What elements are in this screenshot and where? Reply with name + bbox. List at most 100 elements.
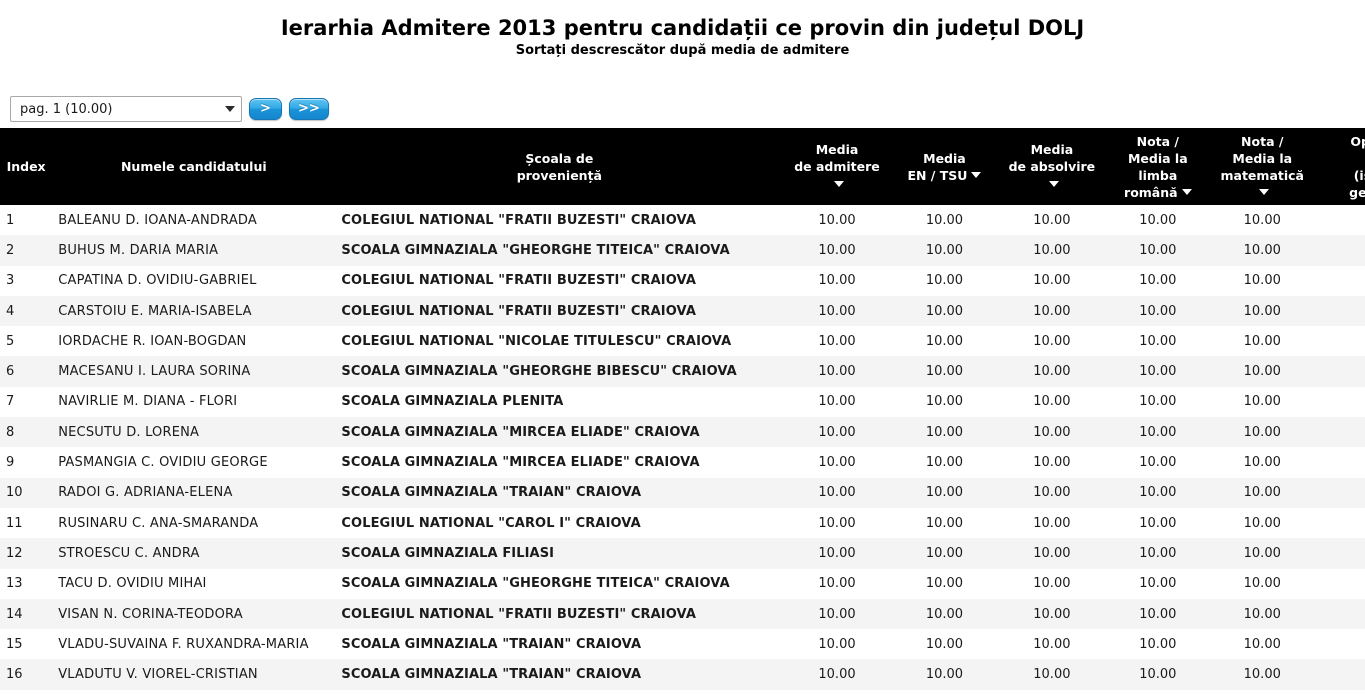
cell-media-admitere: 10.00 <box>818 212 856 228</box>
cell-name: NECSUTU D. LORENA <box>58 424 200 440</box>
column-header-media-absolvire[interactable]: Media de absolvire <box>998 128 1105 205</box>
table-row: 15 VLADU-SUVAINA F. RUXANDRA-MARIA SCOALA … <box>0 629 1365 660</box>
cell-school[interactable]: SCOALA GIMNAZIALA "GHEORGHE TITEICA" CRA… <box>341 576 730 592</box>
cell-school[interactable]: SCOALA GIMNAZIALA PLENITA <box>341 394 564 410</box>
page-select[interactable]: pag. 1 (10.00) <box>10 96 242 122</box>
table-row: 16 VLADUTU V. VIOREL-CRISTIAN SCOALA GIMNA… <box>0 659 1365 690</box>
sort-desc-icon[interactable] <box>971 172 982 178</box>
sort-desc-icon[interactable] <box>1181 189 1192 195</box>
column-header-nota-matematica[interactable]: Nota / Media la matematică <box>1210 128 1314 205</box>
cell-nota-matematica: 10.00 <box>1243 545 1281 561</box>
cell-media-admitere: 10.00 <box>818 273 856 289</box>
cell-school[interactable]: SCOALA GIMNAZIALA "TRAIAN" CRAIOVA <box>341 485 642 501</box>
column-header-name-label: Numele candidatului <box>120 159 267 174</box>
cell-school[interactable]: SCOALA GIMNAZIALA "MIRCEA ELIADE" CRAIOV… <box>341 455 700 471</box>
cell-nota-matematica: 10.00 <box>1243 212 1281 228</box>
cell-nota-matematica: 10.00 <box>1243 273 1281 289</box>
cell-name: RADOI G. ADRIANA-ELENA <box>58 485 233 501</box>
cell-optiunea-3: - <box>1314 508 1365 538</box>
cell-name: VLADU-SUVAINA F. RUXANDRA-MARIA <box>58 636 309 652</box>
cell-media-en-tsu: 10.00 <box>925 515 964 531</box>
cell-nota-limba-romana: 10.00 <box>1139 485 1177 501</box>
cell-nota-limba-romana: 10.00 <box>1139 455 1177 471</box>
cell-name: CARSTOIU E. MARIA-ISABELA <box>58 303 252 319</box>
table-row: 6 MACESANU I. LAURA SORINA SCOALA GIMNAZIA… <box>0 356 1365 387</box>
cell-media-en-tsu: 10.00 <box>925 242 964 258</box>
cell-optiunea-3: - <box>1314 599 1365 629</box>
cell-optiunea-3: - <box>1314 447 1365 477</box>
cell-index: 2 <box>6 242 15 258</box>
column-header-nota-limba-romana[interactable]: Nota / Media la limba română <box>1106 128 1210 205</box>
last-page-button[interactable]: >> <box>289 98 329 120</box>
cell-school[interactable]: SCOALA GIMNAZIALA "TRAIAN" CRAIOVA <box>341 667 642 683</box>
cell-media-en-tsu: 10.00 <box>925 333 964 349</box>
page-select-value: pag. 1 (10.00) <box>20 101 113 117</box>
chevron-down-icon <box>225 106 235 112</box>
cell-school[interactable]: SCOALA GIMNAZIALA "GHEORGHE BIBESCU" CRA… <box>341 364 737 380</box>
cell-school[interactable]: SCOALA GIMNAZIALA "GHEORGHE TITEICA" CRA… <box>341 242 730 258</box>
cell-nota-limba-romana: 10.00 <box>1139 576 1177 592</box>
cell-school[interactable]: COLEGIUL NATIONAL "CAROL I" CRAIOVA <box>341 515 641 531</box>
cell-optiunea-3: - <box>1314 478 1365 508</box>
column-header-media-en-tsu[interactable]: Media EN / TSU <box>891 128 998 205</box>
column-header-optiunea-3[interactable]: Opțiu 3 (isto geogr <box>1314 128 1365 205</box>
table-row: 3 CAPATINA D. OVIDIU-GABRIEL COLEGIUL NATI… <box>0 265 1365 296</box>
cell-media-en-tsu: 10.00 <box>925 576 964 592</box>
cell-media-en-tsu: 10.00 <box>925 485 964 501</box>
cell-name: RUSINARU C. ANA-SMARANDA <box>58 515 259 531</box>
cell-optiunea-3: - <box>1314 296 1365 326</box>
sort-desc-icon[interactable] <box>1048 180 1059 187</box>
cell-school[interactable]: COLEGIUL NATIONAL "NICOLAE TITULESCU" CR… <box>341 333 732 349</box>
cell-index: 1 <box>6 212 15 228</box>
column-header-media-admitere[interactable]: Media de admitere <box>783 128 890 205</box>
cell-school[interactable]: COLEGIUL NATIONAL "FRATII BUZESTI" CRAIO… <box>341 303 696 319</box>
column-header-school-line2: proveniență <box>516 167 602 183</box>
cell-nota-limba-romana: 10.00 <box>1139 515 1177 531</box>
cell-school[interactable]: SCOALA GIMNAZIALA FILIASI <box>341 545 555 561</box>
cell-media-absolvire: 10.00 <box>1033 515 1071 531</box>
cell-index: 11 <box>6 515 23 531</box>
cell-media-admitere: 10.00 <box>818 242 856 258</box>
cell-index: 8 <box>6 424 15 440</box>
cell-nota-limba-romana: 10.00 <box>1139 667 1177 683</box>
cell-nota-limba-romana: 10.00 <box>1139 273 1177 289</box>
cell-optiunea-3: - <box>1314 356 1365 386</box>
cell-media-admitere: 10.00 <box>818 364 856 380</box>
cell-school[interactable]: COLEGIUL NATIONAL "FRATII BUZESTI" CRAIO… <box>341 606 696 622</box>
cell-index: 4 <box>6 303 15 319</box>
cell-name: VLADUTU V. VIOREL-CRISTIAN <box>58 667 258 683</box>
cell-school[interactable]: SCOALA GIMNAZIALA "TRAIAN" CRAIOVA <box>341 636 642 652</box>
table-row: 9 PASMANGIA C. OVIDIU GEORGE SCOALA GIMNAZ… <box>0 447 1365 478</box>
cell-name: CAPATINA D. OVIDIU-GABRIEL <box>58 273 257 289</box>
cell-nota-limba-romana: 10.00 <box>1139 545 1177 561</box>
cell-media-absolvire: 10.00 <box>1033 424 1071 440</box>
column-header-media-admitere-line2: de admitere <box>794 159 880 174</box>
cell-school[interactable]: COLEGIUL NATIONAL "FRATII BUZESTI" CRAIO… <box>341 273 696 289</box>
cell-index: 13 <box>6 576 23 592</box>
next-page-button[interactable]: > <box>249 98 282 120</box>
column-header-nota-limba-romana-line2: Media la <box>1127 150 1188 166</box>
cell-school[interactable]: COLEGIUL NATIONAL "FRATII BUZESTI" CRAIO… <box>341 212 696 228</box>
cell-nota-matematica: 10.00 <box>1243 636 1281 652</box>
cell-media-en-tsu: 10.00 <box>925 212 964 228</box>
table-row: 4 CARSTOIU E. MARIA-ISABELA COLEGIUL NATIO… <box>0 295 1365 327</box>
cell-nota-limba-romana: 10.00 <box>1139 333 1177 349</box>
page-title: Ierarhia Admitere 2013 pentru candidații… <box>280 16 1085 40</box>
cell-media-absolvire: 10.00 <box>1033 394 1071 410</box>
column-header-school-line1: Școala de <box>525 150 594 166</box>
sort-desc-icon[interactable] <box>834 180 844 187</box>
cell-media-en-tsu: 10.00 <box>925 455 964 471</box>
table-row: 1 BALEANU D. IOANA-ANDRADA COLEGIUL NATION… <box>0 205 1365 236</box>
cell-index: 16 <box>6 667 23 683</box>
table-row: 11 RUSINARU C. ANA-SMARANDA COLEGIUL NATIO… <box>0 507 1365 539</box>
cell-nota-limba-romana: 10.00 <box>1139 242 1177 258</box>
column-header-optiunea-3-line3: (isto <box>1353 167 1365 183</box>
table-row: 5 IORDACHE R. IOAN-BOGDAN COLEGIUL NATIONA… <box>0 326 1365 357</box>
column-header-nota-matematica-line1: Nota / <box>1241 133 1284 149</box>
cell-media-en-tsu: 10.00 <box>925 606 964 622</box>
cell-school[interactable]: SCOALA GIMNAZIALA "MIRCEA ELIADE" CRAIOV… <box>341 424 700 440</box>
table-row: 13 TACU D. OVIDIU MIHAI SCOALA GIMNAZIALA … <box>0 568 1365 599</box>
sort-desc-icon[interactable] <box>1259 189 1270 195</box>
cell-name: PASMANGIA C. OVIDIU GEORGE <box>58 455 268 471</box>
cell-nota-limba-romana: 10.00 <box>1139 364 1177 380</box>
